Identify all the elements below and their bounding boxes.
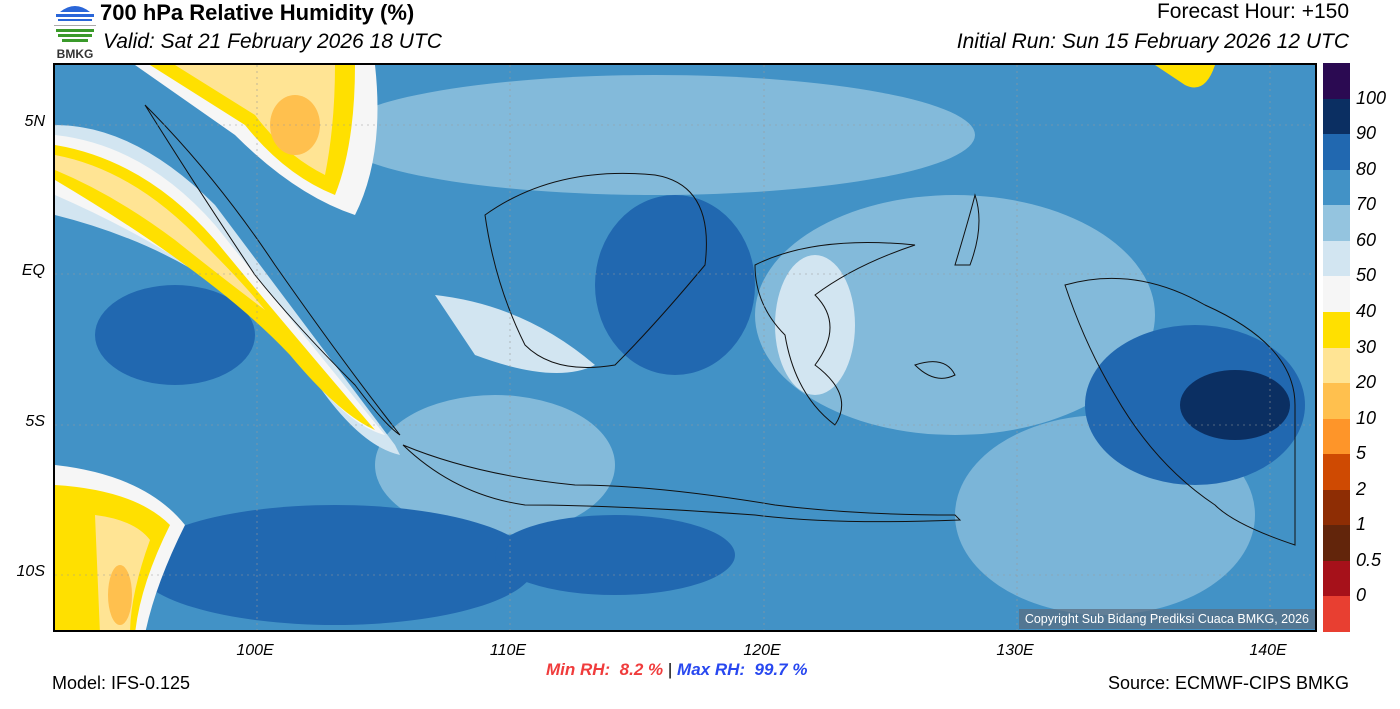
- colorbar-segment: [1323, 311, 1350, 348]
- lat-label-5n: 5N: [24, 113, 45, 130]
- forecast-hour: Forecast Hour: +150: [1156, 0, 1349, 23]
- separator: |: [667, 660, 673, 679]
- lat-label-5s: 5S: [25, 413, 45, 430]
- min-rh: Min RH: 8.2 %: [546, 660, 663, 679]
- max-rh-label: Max RH:: [677, 660, 746, 679]
- colorbar-label: 90: [1356, 123, 1377, 144]
- coastlines: [144, 104, 1296, 546]
- max-rh-value: 99.7 %: [754, 660, 808, 679]
- colorbar-segment: [1323, 454, 1350, 490]
- colorbar-label: 30: [1356, 336, 1377, 357]
- colorbar-segment: [1323, 98, 1350, 135]
- colorbar-label: 40: [1356, 300, 1377, 321]
- min-rh-value: 8.2 %: [619, 660, 664, 679]
- source-label: Source: ECMWF-CIPS BMKG: [1107, 673, 1349, 693]
- colorbar-segment: [1323, 134, 1350, 170]
- colorbar-segment: [1323, 205, 1350, 241]
- lon-label-100e: 100E: [236, 642, 274, 659]
- colorbar-segment: [1323, 489, 1350, 526]
- colorbar-label: 60: [1356, 229, 1377, 250]
- humidity-map: [53, 63, 1317, 632]
- model-label: Model: IFS-0.125: [52, 673, 191, 693]
- colorbar-segment: [1323, 347, 1350, 384]
- graticule: [55, 65, 1315, 630]
- lat-label-10s: 10S: [16, 563, 45, 580]
- colorbar-segment: [1323, 418, 1350, 455]
- colorbar-label: 0.5: [1356, 549, 1382, 570]
- colorbar-label: 2: [1356, 478, 1367, 499]
- lon-label-110e: 110E: [489, 642, 527, 659]
- colorbar-label: 20: [1356, 372, 1377, 393]
- colorbar-label: 100: [1356, 87, 1387, 108]
- colorbar-segment: [1323, 596, 1350, 632]
- colorbar: [1323, 63, 1350, 632]
- colorbar-label: 50: [1356, 265, 1377, 286]
- colorbar-label: 5: [1356, 443, 1367, 464]
- chart-title: 700 hPa Relative Humidity (%): [100, 0, 415, 25]
- min-max-rh: Min RH: 8.2 % | Max RH: 99.7 %: [546, 660, 807, 680]
- colorbar-segment: [1323, 560, 1350, 597]
- lat-label-eq: EQ: [21, 262, 45, 279]
- bmkg-logo: BMKG: [52, 2, 98, 61]
- lon-label-130e: 130E: [996, 642, 1034, 659]
- min-rh-label: Min RH:: [546, 660, 611, 679]
- colorbar-segment: [1323, 383, 1350, 419]
- bmkg-logo-text: BMKG: [57, 47, 94, 60]
- initial-run: Initial Run: Sun 15 February 2026 12 UTC: [956, 30, 1349, 53]
- colorbar-label: 0: [1356, 585, 1367, 606]
- colorbar-label: 70: [1356, 194, 1377, 215]
- lon-label-140e: 140E: [1249, 642, 1287, 659]
- valid-time: Valid: Sat 21 February 2026 18 UTC: [103, 30, 442, 53]
- lon-label-120e: 120E: [743, 642, 781, 659]
- humidity-field: [55, 65, 1305, 630]
- copyright-notice: Copyright Sub Bidang Prediksi Cuaca BMKG…: [1018, 609, 1315, 629]
- colorbar-label: 1: [1356, 514, 1367, 535]
- max-rh: Max RH: 99.7 %: [677, 660, 807, 679]
- colorbar-segment: [1323, 525, 1350, 561]
- colorbar-label: 10: [1356, 407, 1377, 428]
- colorbar-segment: [1323, 169, 1350, 206]
- colorbar-segment: [1323, 276, 1350, 312]
- colorbar-label: 80: [1356, 158, 1377, 179]
- colorbar-segment: [1323, 240, 1350, 277]
- colorbar-segment: [1323, 63, 1350, 99]
